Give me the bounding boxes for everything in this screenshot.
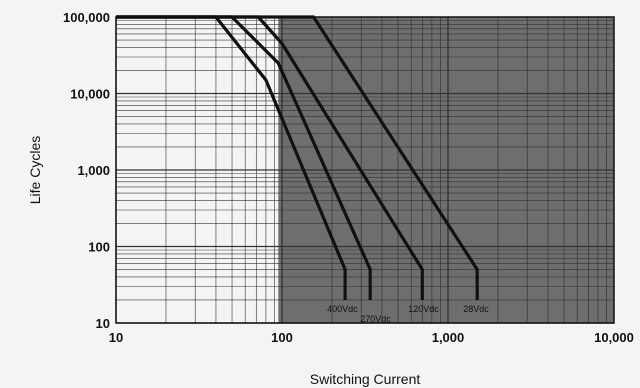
series-label-120Vdc: 120Vdc	[408, 304, 439, 314]
x-tick-label: 1,000	[432, 330, 465, 345]
x-tick-label: 10,000	[594, 330, 634, 345]
y-tick-label: 100,000	[63, 10, 110, 25]
x-axis-label: Switching Current	[310, 371, 421, 387]
tick-labels: 10 100 1,000 10,000 100,000 10,000 1,000 100 10	[63, 10, 634, 345]
y-tick-label: 10,000	[70, 87, 110, 102]
series-label-28Vdc: 28Vdc	[463, 304, 489, 314]
series-label-270Vdc: 270Vdc	[360, 314, 391, 324]
series-label-400Vdc: 400Vdc	[327, 304, 358, 314]
y-tick-label: 100	[88, 240, 110, 255]
x-tick-label: 10	[109, 330, 123, 345]
y-axis-label: Life Cycles	[27, 136, 43, 204]
plot-frame	[115, 16, 615, 324]
x-tick-label: 100	[271, 330, 293, 345]
y-tick-label: 10	[96, 316, 110, 331]
y-tick-label: 1,000	[77, 163, 110, 178]
